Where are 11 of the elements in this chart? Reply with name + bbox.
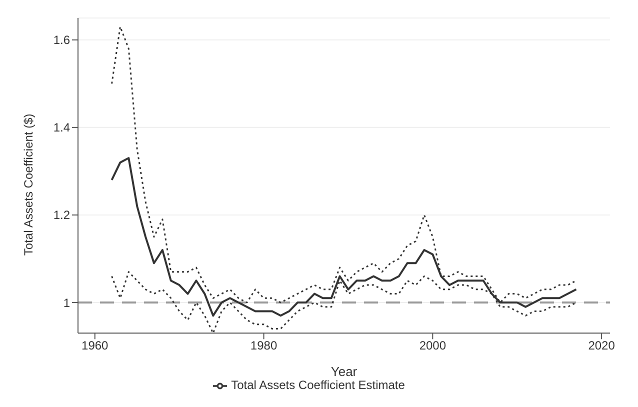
x-axis-title: Year [330, 364, 358, 380]
y-tick-label: 1.4 [53, 120, 70, 135]
y-tick-label: 1.2 [53, 208, 70, 222]
y-tick-label: 1.6 [53, 33, 70, 48]
y-tick-label: 1 [63, 296, 70, 310]
x-tick-label: 2000 [419, 338, 446, 353]
x-tick-label: 1980 [250, 338, 278, 353]
x-tick-label: 1960 [82, 338, 109, 353]
y-axis-title: Total Assets Coefficient ($) [21, 114, 36, 256]
legend-label: Total Assets Coefficient Estimate [231, 378, 405, 392]
x-tick-label: 2020 [588, 338, 616, 353]
